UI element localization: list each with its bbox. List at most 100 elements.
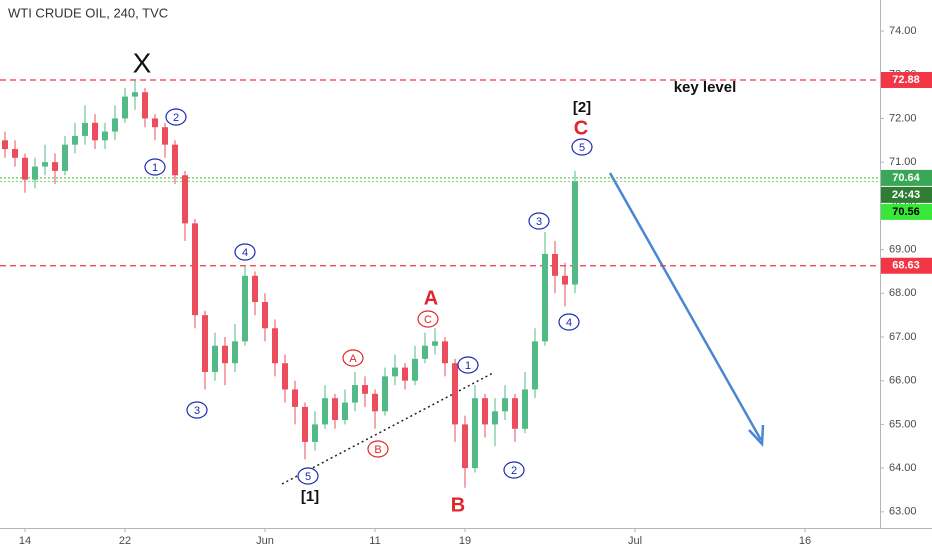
candle-body [82,122,88,136]
wave-label: 3 [536,216,542,228]
candle-body [192,223,198,316]
wave-label: A [424,287,438,309]
y-tick-label: 65.00 [889,418,917,430]
candle-body [512,398,518,429]
x-tick-label: 14 [19,535,31,547]
wave-circle [297,467,319,485]
candle-body [52,162,58,171]
wave-circle [144,158,166,176]
candle-body [212,345,218,372]
price-box [881,169,932,186]
wave-circle [342,349,364,367]
wave-circle [528,212,550,230]
candle-body [412,358,418,381]
candle-body [402,367,408,381]
candle-body [292,389,298,407]
wave-label: 2 [173,112,179,124]
wave-label: C [424,314,432,326]
wave-label: 4 [242,247,248,259]
candle-body [242,275,248,342]
y-tick-label: 74.00 [889,25,917,37]
candle-body [142,92,148,119]
wave-circle [571,138,593,156]
candle-body [72,135,78,145]
y-tick-label: 66.00 [889,375,917,387]
wave-label: 4 [566,317,572,329]
candle-body [392,367,398,377]
wave-label: X [133,47,152,78]
candle-body [172,144,178,176]
candle-body [102,131,108,141]
price-box-label: 72.88 [892,74,920,86]
candle-body [132,92,138,97]
annotation: [2] [573,99,591,116]
candle-body [282,363,288,390]
y-tick-label: 64.00 [889,462,917,474]
candle-body [302,406,308,442]
candle-body [432,341,438,346]
candle-body [482,398,488,425]
candle-body [442,341,448,364]
candle-body [452,363,458,425]
chart-title: WTI CRUDE OIL, 240, TVC [8,5,168,20]
price-box [881,257,932,274]
wave-label: 1 [152,162,158,174]
candle-body [472,398,478,469]
candle-body [202,315,208,372]
price-box-label: 70.64 [892,172,920,184]
candle-body [542,253,548,342]
candle-body [92,122,98,141]
candle-body [12,149,18,158]
candle-body [532,341,538,390]
arrow-shaft [608,172,763,441]
wave-label: 3 [194,405,200,417]
arrow-head [748,424,765,448]
candle-body [372,393,378,412]
candle-body [312,424,318,442]
y-tick-label: 63.00 [889,506,917,518]
forecast-arrow [608,172,765,448]
candle-body [62,144,68,171]
candle-body [502,398,508,412]
candle-body [222,345,228,364]
x-tick-label: 11 [369,535,380,547]
wave-circle [558,313,580,331]
x-tick-label: 22 [119,535,131,547]
candle-body [562,275,568,285]
wave-circle [417,310,439,328]
candle-body [272,328,278,364]
candle-body [182,175,188,224]
candle-body [352,385,358,403]
candle-body [2,140,8,150]
candle-body [252,275,258,303]
wave-label: B [374,444,381,456]
candle-body [152,118,158,128]
wave-label: 5 [305,471,311,483]
price-box-label: 24:43 [892,189,920,201]
candle-body [572,181,578,285]
y-tick-label: 72.00 [889,112,917,124]
price-box-label: 70.56 [892,206,920,218]
wave-circle [457,356,479,374]
candle-body [492,411,498,425]
candle-body [162,127,168,145]
wave-circle [234,243,256,261]
candle-body [42,162,48,167]
price-box [881,186,932,203]
annotation: key level [674,79,737,96]
y-tick-label: 69.00 [889,243,917,255]
wave-circle [186,401,208,419]
candle-body [232,341,238,364]
y-tick-label: 71.00 [889,156,917,168]
candle-body [112,118,118,132]
candle-body [342,402,348,421]
price-box-label: 68.63 [892,260,920,272]
candle-body [362,385,368,394]
candle-body [552,253,558,276]
wave-circle [503,461,525,479]
candle-body [22,157,28,180]
wave-label: C [574,117,588,139]
price-box [881,203,932,220]
price-box [881,71,932,88]
